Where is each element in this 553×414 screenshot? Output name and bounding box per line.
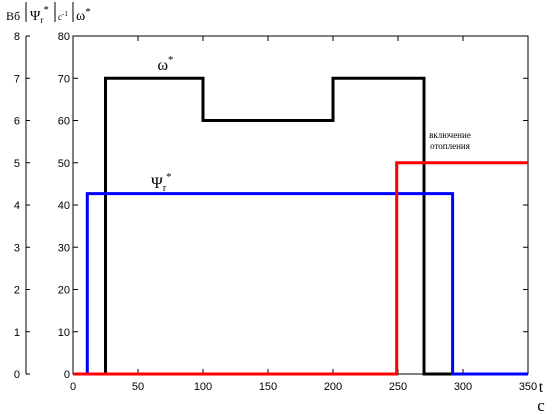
omega-tick-label: 20 — [58, 285, 70, 297]
annotation-line2-0: отопления — [430, 141, 470, 151]
x-tick-label: 100 — [194, 381, 212, 393]
series-line-0 — [73, 76, 528, 376]
x-tick-label: 0 — [70, 381, 76, 393]
series-label-1: Ψr* — [151, 171, 172, 194]
left-axis-unit: Вб — [6, 9, 20, 23]
right-axis-unit: c-1 — [58, 10, 68, 22]
omega-tick-label: 50 — [58, 158, 70, 170]
left-axis-symbol-text: Ψ — [30, 9, 41, 24]
right-axis-unit-text: c — [58, 12, 62, 22]
x-axis-unit: c — [537, 396, 545, 414]
x-axis-label: t — [539, 379, 544, 396]
series-line-1 — [73, 192, 528, 376]
series-label-0: ω* — [158, 54, 174, 74]
x-tick-label: 150 — [259, 381, 277, 393]
omega-tick-label: 10 — [58, 327, 70, 339]
annotation-line1-0: включение — [429, 130, 471, 140]
left-tick-label: 7 — [14, 73, 20, 85]
plot-frame — [72, 35, 529, 375]
left-tick-label: 1 — [14, 327, 20, 339]
right-axis-symbol: ω* — [76, 6, 91, 24]
left-tick-label: 3 — [14, 242, 20, 254]
right-axis-unit-sup: -1 — [62, 10, 68, 18]
x-tick-label: 50 — [132, 381, 144, 393]
x-tick-label: 200 — [324, 381, 342, 393]
right-axis-symbol-text: ω — [76, 9, 85, 24]
svg-text:Ψr*: Ψr* — [30, 4, 49, 25]
omega-tick-label: 30 — [58, 242, 70, 254]
omega-tick-label: 0 — [64, 369, 70, 381]
omega-tick-label: 70 — [58, 73, 70, 85]
left-axis-symbol: Ψr* — [30, 4, 49, 25]
left-tick-label: 4 — [14, 200, 20, 212]
x-tick-label: 350 — [519, 381, 537, 393]
left-axis-symbol-sub: r — [40, 15, 43, 25]
left-tick-label: 2 — [14, 285, 20, 297]
omega-tick-label: 40 — [58, 200, 70, 212]
omega-tick-label: 60 — [58, 116, 70, 128]
left-tick-label: 5 — [14, 158, 20, 170]
right-axis-symbol-sup: * — [85, 6, 91, 18]
ticks-layer: 0 50 100 150 200 250 300 3500123456780102030405… — [14, 31, 537, 393]
svg-text:ω*: ω* — [76, 6, 91, 24]
x-tick-label: 300 — [454, 381, 472, 393]
x-tick-label: 250 — [389, 381, 407, 393]
omega-tick-label: 80 — [58, 31, 70, 43]
left-tick-label: 6 — [14, 116, 20, 128]
left-tick-label: 8 — [14, 31, 20, 43]
series-layer — [73, 76, 528, 376]
series-line-2 — [73, 161, 528, 376]
left-tick-label: 0 — [14, 369, 20, 381]
left-axis-symbol-sup: * — [43, 4, 49, 16]
svg-text:c-1: c-1 — [58, 10, 68, 22]
